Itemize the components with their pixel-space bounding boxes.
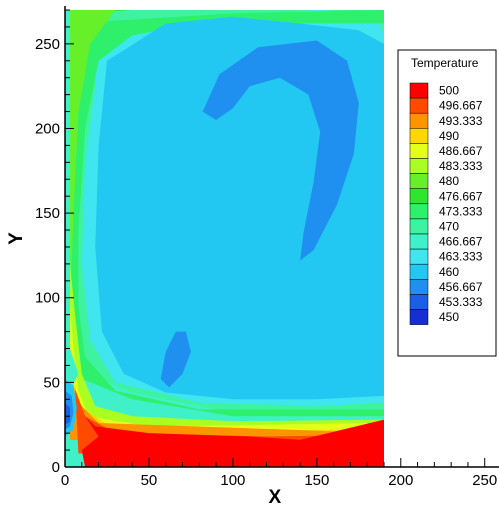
legend-swatch	[409, 294, 429, 310]
legend-label: 473.333	[439, 204, 483, 218]
contour-region-cold-453	[65, 402, 70, 425]
y-tick-label: 250	[35, 36, 60, 53]
legend-label: 493.333	[439, 114, 483, 128]
legend-swatch	[409, 82, 429, 99]
legend-title: Temperature	[411, 56, 479, 70]
contour-region-blob-456-upper	[202, 40, 359, 261]
legend-swatch	[409, 233, 429, 250]
legend-label: 486.667	[439, 144, 483, 158]
contour-region-blob-456-lower	[160, 331, 191, 388]
y-tick-label: 100	[35, 290, 60, 307]
legend-swatch	[409, 203, 429, 220]
x-axis-title: X	[269, 487, 282, 508]
contour-region-band-473	[70, 10, 384, 417]
y-axis-title: Y	[6, 232, 27, 245]
legend-label: 463.333	[439, 250, 483, 264]
contour-region-band-460	[95, 16, 384, 400]
y-tick-label: 50	[43, 374, 60, 391]
legend-label: 490	[439, 129, 459, 143]
x-tick-label: 0	[61, 472, 69, 489]
legend-swatch	[409, 143, 429, 159]
legend-label: 470	[439, 219, 459, 233]
legend-label: 476.667	[439, 189, 483, 203]
legend-label: 480	[439, 174, 459, 188]
legend-label: 450	[439, 310, 459, 324]
legend-swatch	[409, 97, 429, 114]
y-tick-label: 0	[52, 459, 60, 476]
legend-label: 500	[439, 84, 459, 98]
legend-label: 496.667	[439, 99, 483, 113]
legend-label: 460	[439, 265, 459, 279]
legend-swatch	[409, 112, 429, 129]
contour-region-band-483	[70, 263, 384, 430]
axes: 0 50 100 150 200 250 0 50 100 150 200 250 X Y	[6, 6, 499, 508]
legend-swatch	[409, 188, 429, 205]
legend-swatch	[409, 128, 429, 144]
y-tick-label: 200	[35, 120, 60, 137]
y-tick-label: 150	[35, 205, 60, 222]
x-tick-label: 250	[472, 472, 497, 489]
legend-swatch	[409, 218, 429, 235]
contour-plot-area	[65, 10, 385, 467]
contour-region-band-493	[70, 373, 384, 447]
legend-swatch	[409, 158, 429, 174]
legend-swatch	[409, 309, 429, 325]
x-tick-label: 150	[304, 472, 329, 489]
legend-swatch	[409, 248, 429, 265]
legend-swatch	[409, 263, 429, 280]
x-tick-label: 50	[141, 472, 158, 489]
contour-region-edge-466	[70, 348, 79, 391]
legend-label: 456.667	[439, 280, 483, 294]
legend-swatch	[409, 173, 429, 189]
legend-label: 483.333	[439, 159, 483, 173]
x-tick-label: 200	[388, 472, 413, 489]
temperature-legend: Temperature500496.667493.333490486.66748…	[397, 49, 497, 357]
x-tick-label: 100	[220, 472, 245, 489]
legend-label: 466.667	[439, 235, 483, 249]
legend-swatch	[409, 279, 429, 295]
contour-region-band-500	[81, 416, 385, 467]
contour-region-band-480	[70, 10, 116, 332]
legend-label: 453.333	[439, 295, 483, 309]
